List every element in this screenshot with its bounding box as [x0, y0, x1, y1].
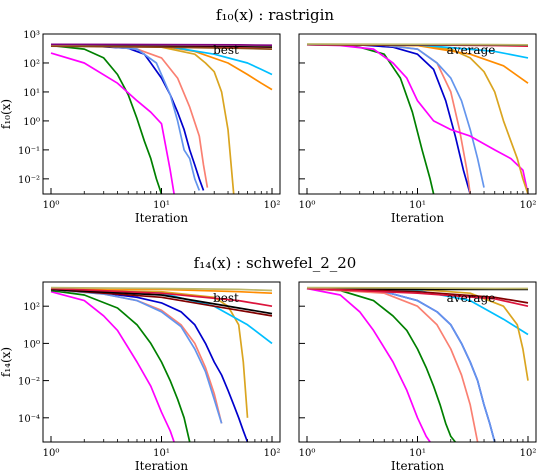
- x-tick-label: 10⁰: [299, 200, 316, 211]
- series-line-4: [306, 43, 485, 188]
- series-line-1: [306, 43, 435, 194]
- series-line-5: [306, 43, 529, 194]
- x-axis-label: Iteration: [391, 459, 444, 473]
- series-group: [306, 286, 529, 442]
- y-axis-label: f₁₀(x): [0, 99, 13, 129]
- x-axis-label: Iteration: [391, 211, 444, 225]
- y-tick-label: 10⁰: [23, 117, 40, 128]
- series-line-11: [306, 286, 528, 290]
- series-line-2: [50, 44, 205, 191]
- series-line-1: [306, 287, 431, 442]
- figure-title-bottom: f₁₄(x) : schwefel_2_20: [194, 254, 357, 272]
- series-line-4: [306, 287, 496, 442]
- series-line-9: [50, 288, 273, 315]
- series-group: [306, 43, 529, 194]
- series-line-6: [306, 43, 529, 194]
- x-tick-label: 10²: [520, 200, 537, 211]
- x-axis-label: Iteration: [135, 459, 188, 473]
- series-line-11: [306, 43, 529, 46]
- x-tick-label: 10²: [520, 448, 537, 459]
- x-tick-label: 10¹: [409, 200, 426, 211]
- series-line-5: [50, 288, 223, 424]
- y-axis-label: f₁₄(x): [0, 347, 13, 377]
- series-line-1: [50, 290, 175, 442]
- series-group: [50, 43, 273, 194]
- series-group: [50, 286, 273, 442]
- series-line-12: [50, 286, 273, 292]
- series-line-11: [50, 45, 273, 50]
- series-line-10: [50, 287, 273, 295]
- series-line-13: [50, 43, 273, 47]
- y-tick-label: 10⁻¹: [18, 146, 40, 157]
- x-tick-label: 10¹: [153, 200, 170, 211]
- y-tick-label: 10⁰: [23, 339, 40, 350]
- y-tick-label: 10²: [23, 302, 40, 313]
- series-line-3: [50, 288, 249, 442]
- x-tick-label: 10⁰: [43, 200, 60, 211]
- series-line-3: [306, 287, 496, 442]
- series-line-4: [50, 288, 223, 424]
- chart-panel-2: 10⁰ 10¹ 10² average Iteration: [298, 33, 537, 225]
- series-line-2: [306, 287, 456, 442]
- series-line-2: [306, 43, 472, 194]
- series-line-4: [50, 44, 209, 188]
- x-tick-label: 10⁰: [299, 448, 316, 459]
- series-line-11: [50, 287, 273, 308]
- x-tick-label: 10⁰: [43, 448, 60, 459]
- x-tick-label: 10²: [264, 200, 281, 211]
- panel-annotation: best: [213, 291, 239, 305]
- chart-panel-3: 10⁰ 10¹ 10² 10⁻⁴ 10⁻² 10⁰ 10² best Iteration f₁₄(…: [0, 281, 281, 473]
- series-line-1: [50, 44, 163, 194]
- panel-annotation: average: [447, 43, 496, 57]
- panel-annotation: average: [447, 291, 496, 305]
- y-tick-label: 10⁻²: [18, 377, 40, 388]
- figure-title-top: f₁₀(x) : rastrigin: [216, 6, 335, 24]
- series-line-8: [306, 287, 528, 291]
- x-tick-label: 10¹: [409, 448, 426, 459]
- series-line-2: [50, 289, 191, 442]
- panel-annotation: best: [213, 43, 239, 57]
- y-tick-label: 10³: [23, 30, 40, 41]
- series-line-6: [50, 44, 235, 194]
- y-tick-label: 10⁻²: [18, 175, 40, 186]
- y-tick-label: 10¹: [23, 88, 40, 99]
- series-line-8: [50, 288, 273, 317]
- x-tick-label: 10²: [264, 448, 281, 459]
- series-line-3: [50, 52, 175, 194]
- axes-frame: [298, 33, 537, 195]
- x-axis-label: Iteration: [135, 211, 188, 225]
- series-line-5: [306, 287, 479, 442]
- series-line-3: [306, 43, 472, 194]
- y-tick-label: 10⁻⁴: [18, 414, 40, 425]
- chart-panel-4: 10⁰ 10¹ 10² average Iteration: [298, 281, 537, 473]
- series-line-10: [306, 287, 529, 308]
- x-tick-label: 10¹: [153, 448, 170, 459]
- y-tick-label: 10²: [23, 59, 40, 70]
- chart-panel-1: 10⁰ 10¹ 10² 10⁻² 10⁻¹ 10⁰ 10¹ 10² 10³ best Iterati…: [0, 30, 281, 225]
- series-line-5: [50, 44, 201, 191]
